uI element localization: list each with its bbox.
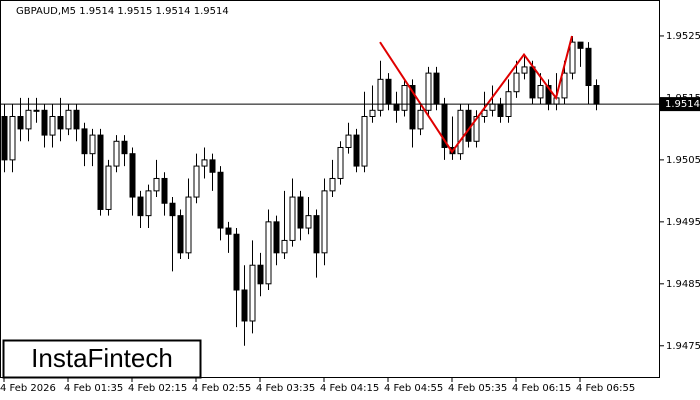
candle-body (1, 115, 8, 161)
y-tick-label: 1.9475 (666, 341, 700, 352)
x-tick-label: 4 Feb 02:15 (128, 383, 187, 394)
candle-body (193, 165, 200, 198)
candle-body (393, 103, 400, 111)
x-tick-label: 4 Feb 01:35 (64, 383, 123, 394)
candle-body (353, 134, 360, 167)
candle-body (73, 109, 80, 130)
candle-body (313, 215, 320, 254)
candle-body (569, 41, 576, 74)
candle-body (593, 85, 600, 105)
candle-body (281, 239, 288, 254)
candle-body (57, 115, 64, 130)
x-tick-label: 4 Feb 06:15 (512, 383, 571, 394)
candle-body (25, 109, 32, 130)
candle-body (97, 134, 104, 210)
candle-body (257, 264, 264, 285)
candle-body (105, 165, 112, 210)
candle-body (49, 115, 56, 136)
candle-body (457, 109, 464, 155)
candle-body (473, 115, 480, 142)
current-price-box (660, 97, 700, 112)
candle-body (489, 103, 496, 111)
candle-body (209, 159, 216, 173)
candle-body (433, 72, 440, 105)
candle-body (321, 190, 328, 254)
candle-body (401, 85, 408, 111)
candle-body (513, 72, 520, 93)
y-tick-label: 1.9485 (666, 279, 700, 290)
candle-body (529, 66, 536, 99)
candle-body (345, 134, 352, 148)
candle-body (233, 233, 240, 291)
candle-body (481, 109, 488, 117)
candle-body (177, 215, 184, 254)
candle-body (89, 134, 96, 155)
candle-body (41, 109, 48, 136)
x-tick-label: 4 Feb 04:55 (384, 383, 443, 394)
candle-body (185, 196, 192, 254)
candle-body (161, 177, 168, 204)
candle-body (169, 202, 176, 217)
candle-body (297, 196, 304, 229)
candle-body (337, 146, 344, 179)
candle-body (425, 72, 432, 111)
candle-body (537, 85, 544, 99)
candle-body (81, 128, 88, 155)
candle-body (225, 227, 232, 235)
candle-body (129, 153, 136, 198)
candle-body (121, 140, 128, 155)
candle-body (65, 109, 72, 130)
y-tick-label: 1.9495 (666, 217, 700, 228)
y-tick-label: 1.9525 (666, 31, 700, 42)
candle-body (145, 190, 152, 217)
watermark: InstaFintech (31, 343, 173, 373)
candle-body (497, 103, 504, 117)
candle-body (329, 177, 336, 192)
candle-body (385, 78, 392, 105)
candle-body (9, 115, 16, 161)
candle-body (113, 140, 120, 167)
candle-body (369, 109, 376, 117)
candle-body (585, 47, 592, 87)
candle-body (409, 85, 416, 130)
candle-body (33, 109, 40, 112)
candle-body (201, 159, 208, 167)
candle-body (521, 66, 528, 74)
candle-body (273, 221, 280, 254)
chart-title: GBPAUD,M5 1.9514 1.9515 1.9514 1.9514 (16, 6, 229, 17)
candle-body (289, 196, 296, 241)
x-tick-label: 4 Feb 06:55 (576, 383, 635, 394)
candle-body (249, 264, 256, 322)
candle-body (305, 215, 312, 229)
candle-body (577, 41, 584, 49)
x-tick-label: 4 Feb 05:35 (448, 383, 507, 394)
x-tick-label: 4 Feb 04:15 (320, 383, 379, 394)
y-tick-label: 1.9505 (666, 155, 700, 166)
candle-body (241, 289, 248, 322)
candle-body (377, 78, 384, 111)
x-tick-label: 4 Feb 2026 (0, 383, 56, 394)
candle-body (265, 221, 272, 285)
candle-body (137, 196, 144, 217)
candle-body (361, 115, 368, 167)
current-price-label: 1.9514 (665, 99, 700, 110)
x-tick-label: 4 Feb 02:55 (192, 383, 251, 394)
candle-body (417, 109, 424, 130)
pattern-line (379, 35, 573, 154)
candle-body (17, 115, 24, 130)
watermark-box (2, 339, 202, 379)
candle-body (217, 171, 224, 229)
x-tick-label: 4 Feb 03:35 (256, 383, 315, 394)
candle-body (153, 177, 160, 192)
candle-body (561, 72, 568, 99)
